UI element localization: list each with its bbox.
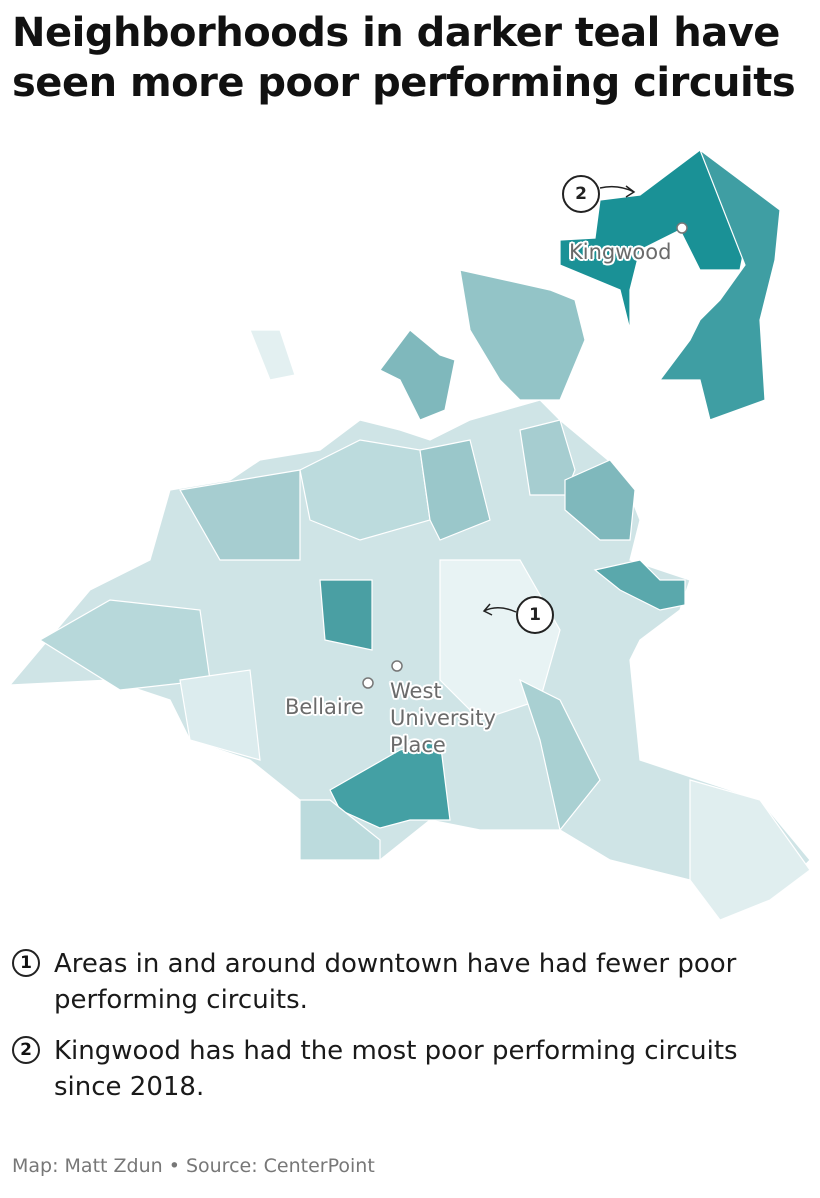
region <box>319 579 373 651</box>
note: 2 Kingwood has had the most poor perform… <box>12 1033 802 1105</box>
region <box>459 269 586 401</box>
title: Neighborhoods in darker teal have seen m… <box>12 10 796 106</box>
place-label: Kingwood <box>569 240 672 264</box>
region <box>38 599 211 691</box>
annotation-circle <box>516 596 554 634</box>
arrow <box>599 185 636 198</box>
region <box>179 469 301 561</box>
region <box>419 439 491 541</box>
region <box>658 148 781 421</box>
note: 1 Areas in and around downtown have had … <box>12 946 802 1018</box>
place-dot <box>362 677 374 689</box>
region <box>299 799 381 861</box>
place-label: West University Place <box>390 679 496 757</box>
region <box>518 678 601 832</box>
arrow <box>482 603 517 616</box>
place-dot <box>676 222 688 234</box>
place-dots <box>362 222 688 689</box>
annotation-circle <box>562 175 600 213</box>
region <box>564 459 636 541</box>
note-text: Areas in and around downtown have had fe… <box>54 949 737 1015</box>
region <box>379 329 456 421</box>
note-marker: 1 <box>12 949 40 977</box>
region <box>179 669 261 761</box>
region <box>593 559 686 611</box>
map: 1 2 <box>8 148 811 921</box>
place-dot <box>391 660 403 672</box>
neighborhoods <box>8 148 811 921</box>
place-label: Bellaire <box>285 695 364 719</box>
annotation-marker: 2 <box>575 184 587 204</box>
region <box>249 329 296 381</box>
note-text: Kingwood has had the most poor performin… <box>54 1036 738 1102</box>
credit: Map: Matt Zdun • Source: CenterPoint <box>12 1155 375 1177</box>
annotation: 1 2 <box>482 175 636 634</box>
region <box>689 779 811 921</box>
note-marker: 2 <box>12 1036 40 1064</box>
region <box>559 149 751 331</box>
annotation-marker: 1 <box>529 605 541 625</box>
